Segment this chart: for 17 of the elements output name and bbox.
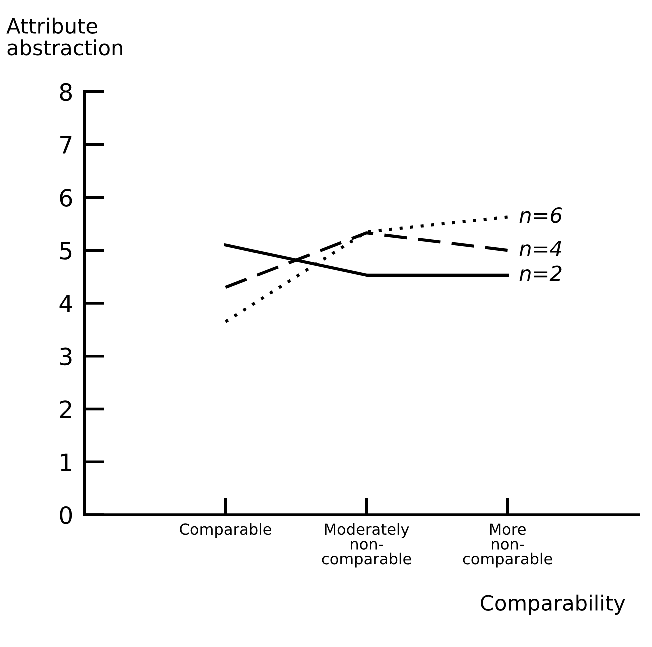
y-axis-title: Attribute abstraction: [6, 18, 122, 56]
series-label: n=6: [520, 208, 562, 224]
y-tick-label: 6: [60, 189, 72, 207]
y-tick-label: 0: [60, 506, 72, 524]
y-tick-label: 4: [60, 295, 72, 312]
y-tick-label: 5: [60, 242, 72, 260]
x-tick-label: More non- comparable: [463, 524, 552, 568]
y-tick-label: 1: [61, 454, 72, 472]
y-tick-label: 3: [60, 348, 72, 366]
series-label: n=2: [520, 266, 562, 282]
y-tick-label: 8: [60, 83, 72, 102]
x-tick-label: Moderately non- comparable: [322, 523, 412, 568]
y-tick-label: 2: [60, 400, 72, 418]
series-label: n=4: [520, 241, 562, 256]
y-tick-label: 7: [60, 136, 72, 154]
x-axis-title: Comparability: [481, 594, 626, 616]
x-tick-label: Comparable: [180, 523, 272, 538]
